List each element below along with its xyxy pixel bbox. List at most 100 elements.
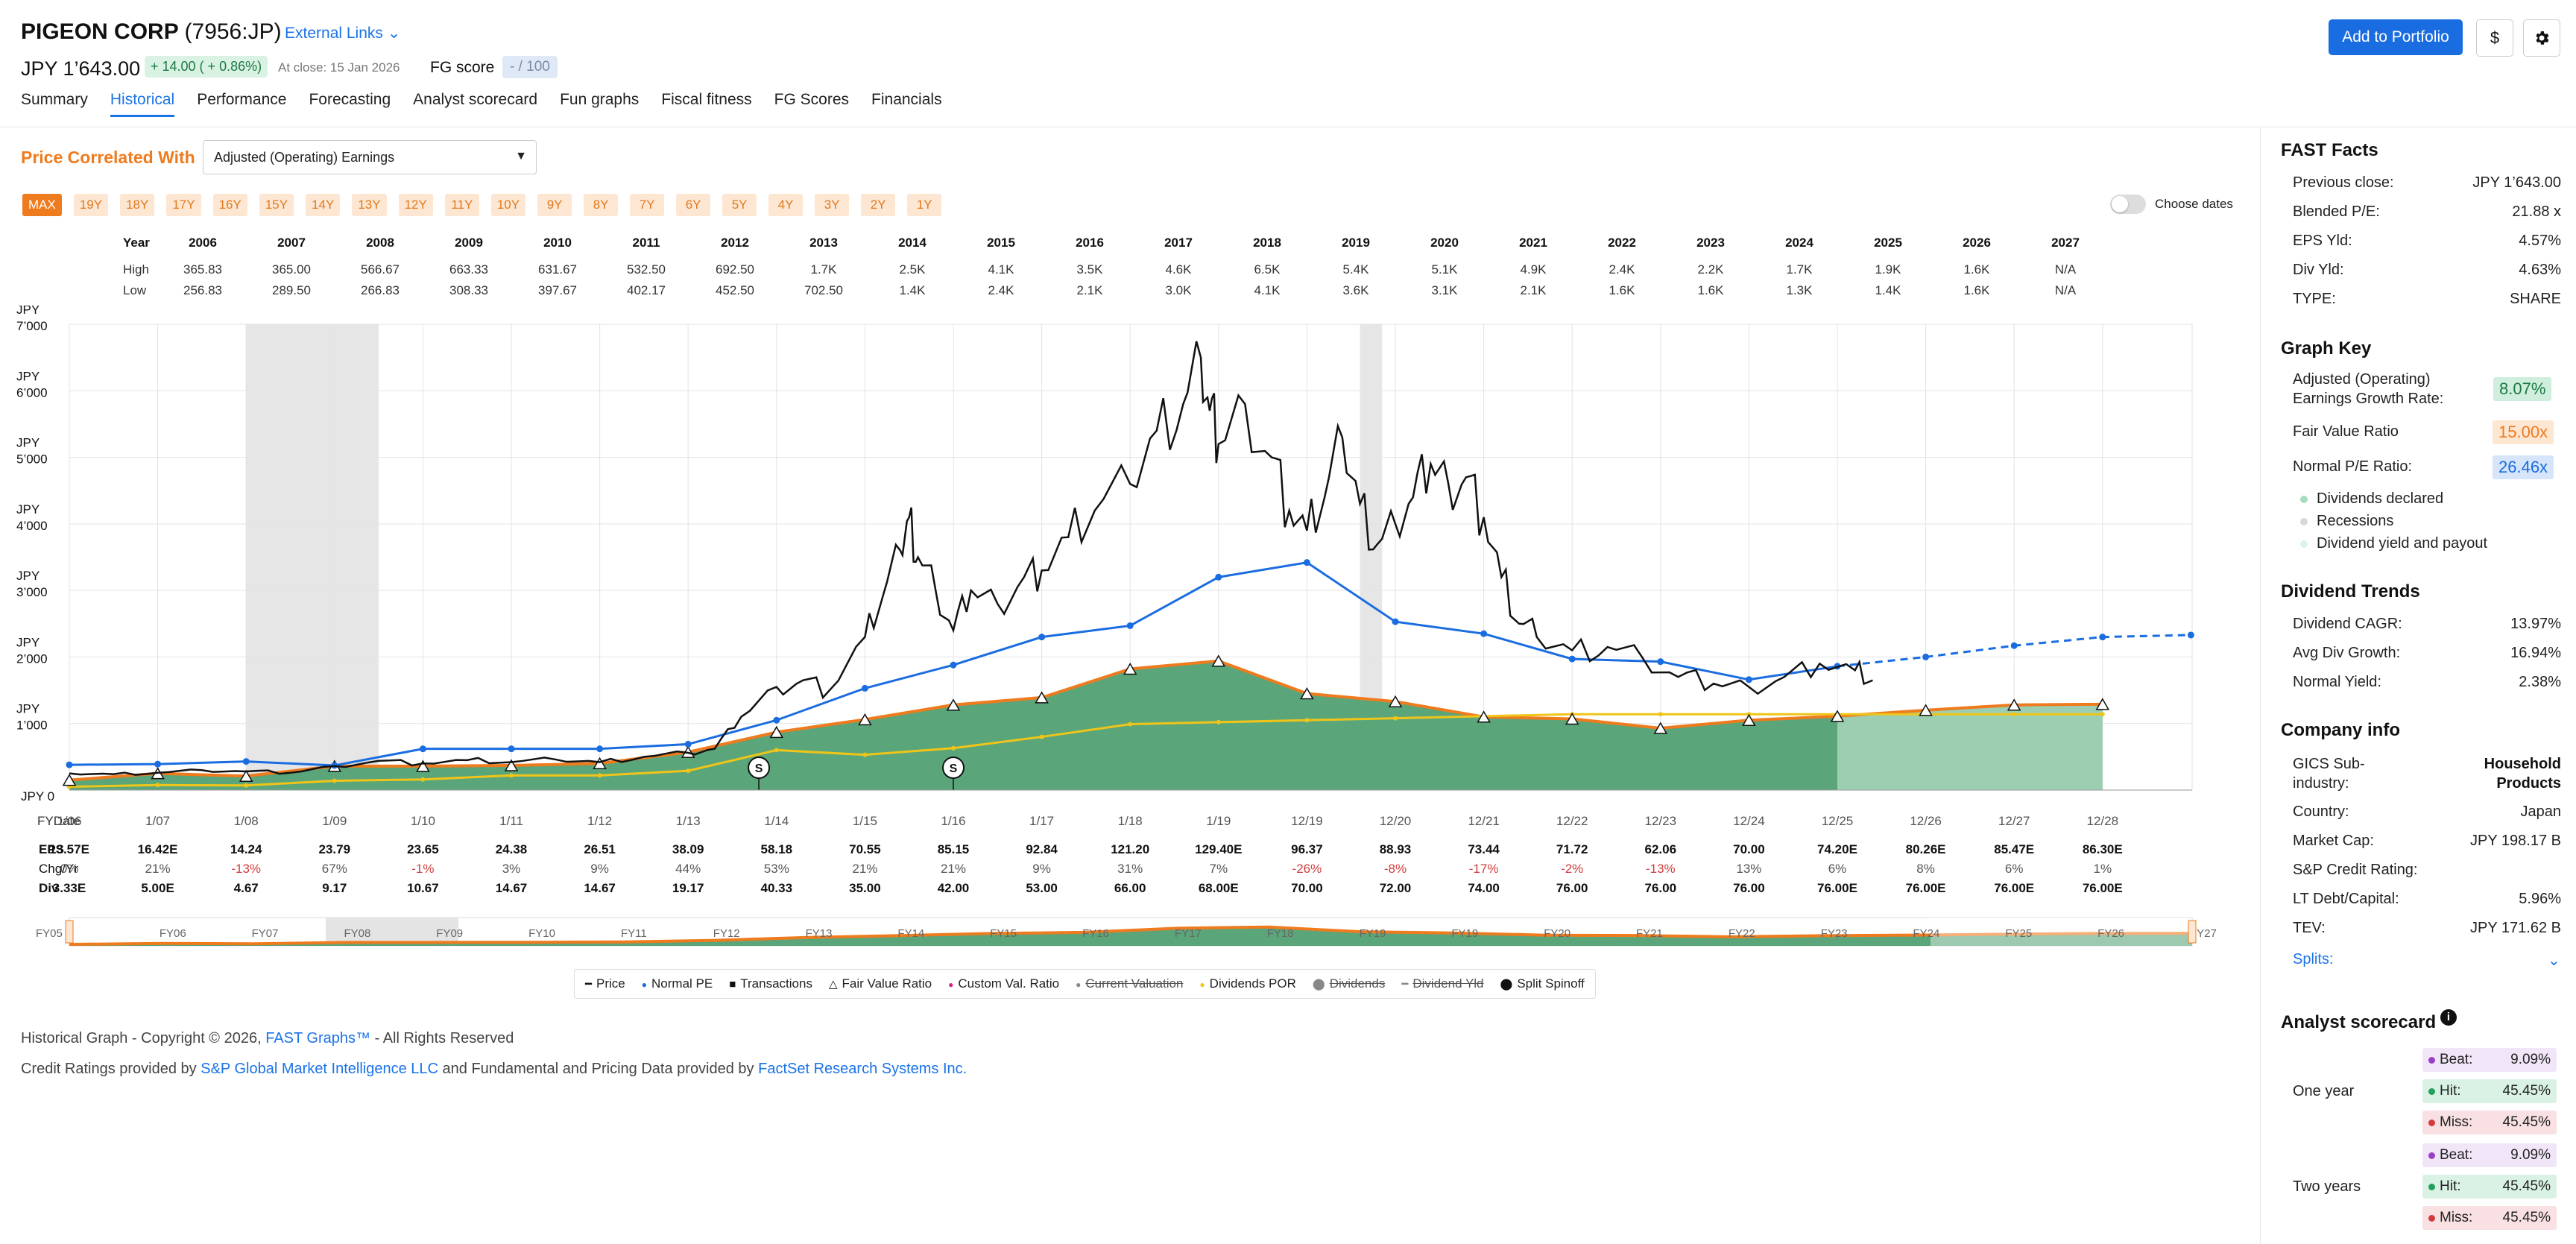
tab-fun-graphs[interactable]: Fun graphs (560, 91, 640, 108)
split-marker[interactable] (748, 757, 771, 779)
high-cell: 1.9K (1875, 262, 1901, 277)
range-12y[interactable]: 12Y (398, 194, 433, 216)
high-cell: 6.5K (1254, 262, 1281, 277)
tab-analyst-scorecard[interactable]: Analyst scorecard (413, 91, 538, 108)
range-1y[interactable]: 1Y (907, 194, 942, 216)
company-info-row: S&P Credit Rating: (2293, 862, 2561, 879)
tab-financials[interactable]: Financials (871, 91, 942, 108)
dividend-point (2100, 712, 2105, 717)
scorecard-value: 9.09% (2510, 1052, 2551, 1067)
range-max[interactable]: MAX (22, 194, 62, 216)
range-14y[interactable]: 14Y (306, 194, 341, 216)
mini-fy-label: FY10 (528, 927, 555, 940)
tab-fiscal-fitness[interactable]: Fiscal fitness (661, 91, 752, 108)
range-2y[interactable]: 2Y (861, 194, 896, 216)
range-4y[interactable]: 4Y (768, 194, 804, 216)
range-17y[interactable]: 17Y (166, 194, 201, 216)
eps-cell: 23.79 (318, 842, 351, 856)
mini-line (69, 925, 2193, 947)
scorecard-label-text: Beat: (2440, 1147, 2473, 1163)
range-10y[interactable]: 10Y (490, 194, 526, 216)
mini-handle-left[interactable] (65, 920, 74, 944)
chevron-down-icon[interactable]: ⌄ (2548, 953, 2560, 969)
scorecard-beat-label: Beat: (2428, 1052, 2472, 1068)
legend-dividends[interactable]: ⬤ Dividends (1313, 976, 1385, 991)
currency-button[interactable]: $ (2476, 19, 2513, 57)
fy-date-cell: 1/17 (1029, 814, 1055, 828)
range-8y[interactable]: 8Y (584, 194, 619, 216)
legend-dividends-por[interactable]: ● Dividends POR (1199, 976, 1295, 991)
range-11y[interactable]: 11Y (444, 194, 479, 216)
range-13y[interactable]: 13Y (352, 194, 387, 216)
year-label: Year (123, 236, 150, 250)
range-18y[interactable]: 18Y (120, 194, 155, 216)
range-9y[interactable]: 9Y (537, 194, 572, 216)
fast-fact-label: Div Yld: (2293, 262, 2344, 278)
legend-price[interactable]: ━ Price (585, 976, 625, 991)
legend-normal-pe[interactable]: ● Normal PE (642, 976, 713, 991)
eps-cell: 70.00 (1733, 842, 1765, 856)
eps-cell: 13.57E (49, 842, 89, 856)
analyst-scorecard-title: Analyst scorecard (2281, 1012, 2437, 1032)
legend-label: Transactions (740, 976, 812, 991)
range-15y[interactable]: 15Y (259, 194, 294, 216)
div-cell: 76.00E (1905, 881, 1946, 895)
external-links-dropdown[interactable]: External Links ⌄ (285, 25, 401, 42)
range-5y[interactable]: 5Y (722, 194, 757, 216)
legend-transactions[interactable]: ■ Transactions (729, 976, 812, 991)
legend-current-valuation[interactable]: ● Current Valuation (1076, 976, 1183, 991)
eps-cell: 121.20 (1111, 842, 1150, 856)
legend-marker-icon: ━ (1401, 978, 1409, 991)
range-6y[interactable]: 6Y (676, 194, 711, 216)
year-cell: 2019 (1342, 236, 1370, 250)
mini-fy-label: FY12 (713, 927, 740, 940)
chg-cell: 7% (1209, 862, 1228, 876)
dividend-point (1658, 712, 1663, 717)
correlated-select[interactable]: Adjusted (Operating) Earnings ▼ (203, 140, 537, 174)
range-16y[interactable]: 16Y (212, 194, 247, 216)
range-19y[interactable]: 19Y (73, 194, 109, 216)
info-icon[interactable]: i (2440, 1009, 2457, 1026)
settings-button[interactable] (2523, 19, 2560, 57)
fg-score-label: FG score (430, 59, 495, 76)
dividend-point (2012, 712, 2017, 717)
tab-summary[interactable]: Summary (21, 91, 88, 108)
mini-handle-right[interactable] (2188, 920, 2197, 944)
tab-fg-scores[interactable]: FG Scores (774, 91, 850, 108)
add-to-portfolio-button[interactable]: Add to Portfolio (2329, 19, 2463, 55)
legend-custom-val-ratio[interactable]: ● Custom Val. Ratio (948, 976, 1059, 991)
legend-marker-icon: ■ (729, 978, 736, 991)
price-correlated-label: Price Correlated With (21, 148, 195, 167)
choose-dates-toggle[interactable] (2110, 195, 2146, 214)
legend-split-spinoff[interactable]: ⬤ Split Spinoff (1500, 976, 1585, 991)
div-cell: 42.00 (937, 881, 970, 895)
mini-area (69, 926, 2192, 946)
range-3y[interactable]: 3Y (815, 194, 850, 216)
tab-historical[interactable]: Historical (110, 91, 175, 117)
range-7y[interactable]: 7Y (630, 194, 665, 216)
legend-dividend-yld[interactable]: ━ Dividend Yld (1401, 976, 1483, 991)
year-cell: 2009 (455, 236, 483, 250)
mini-forecast-shade (1931, 918, 2192, 946)
scorecard-period: One year (2293, 1083, 2355, 1099)
high-cell: 3.5K (1076, 262, 1103, 277)
fast-fact-label: TYPE: (2293, 291, 2336, 307)
price-chart[interactable]: JPY 7’000 JPY 6’000 JPY 5’000 JPY 4’000 JPY 3’000… (0, 306, 2236, 827)
y-axis-label: 3’000 (16, 585, 48, 599)
fast-fact-row: Div Yld: 4.63% (2293, 262, 2561, 279)
mini-fy-label: FY09 (436, 927, 463, 940)
legend-label: Current Valuation (1085, 976, 1184, 991)
fastgraphs-link[interactable]: FAST Graphs™ (265, 1030, 371, 1046)
tab-performance[interactable]: Performance (197, 91, 287, 108)
chg-cell: 6% (2004, 862, 2024, 876)
sp-global-link[interactable]: S&P Global Market Intelligence LLC (201, 1061, 438, 1077)
fy-date-cell: 1/16 (941, 814, 966, 828)
eps-cell: 88.93 (1379, 842, 1412, 856)
split-marker[interactable] (942, 757, 965, 779)
splits-toggle[interactable]: Splits: (2293, 951, 2334, 967)
legend-fair-value-ratio[interactable]: △ Fair Value Ratio (829, 976, 932, 991)
tab-forecasting[interactable]: Forecasting (309, 91, 391, 108)
factset-link[interactable]: FactSet Research Systems Inc. (758, 1061, 967, 1077)
year-cell: 2006 (189, 236, 217, 250)
mini-range-chart[interactable]: FY05 FY06 FY07 FY08 FY09 FY10 FY11 FY12 FY13 FY14… (0, 913, 2236, 950)
